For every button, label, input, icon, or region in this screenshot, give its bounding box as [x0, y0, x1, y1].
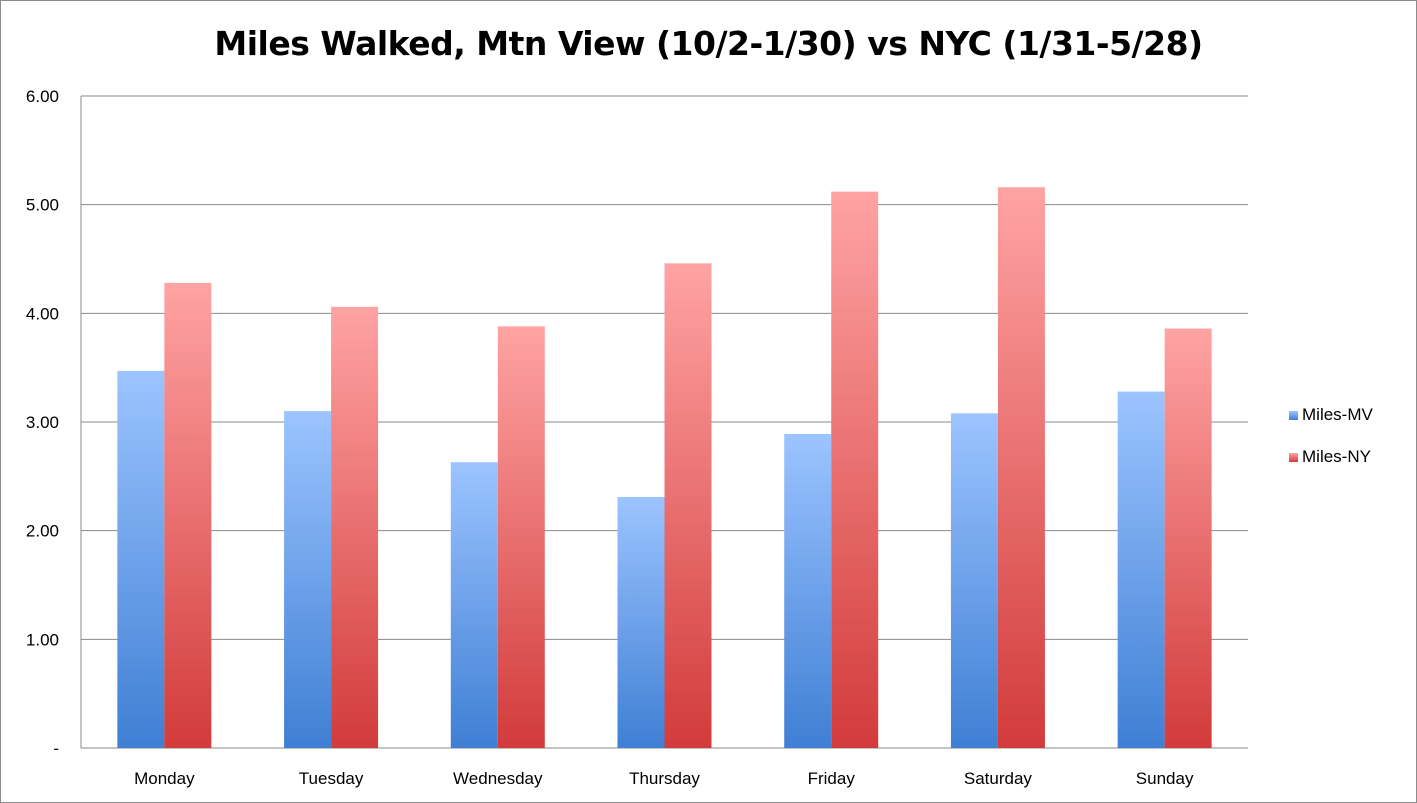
x-tick-label: Saturday — [964, 769, 1033, 788]
chart-title: Miles Walked, Mtn View (10/2-1/30) vs NY… — [214, 24, 1203, 63]
legend-label-miles-mv: Miles-MV — [1302, 405, 1373, 424]
x-tick-label: Wednesday — [453, 769, 543, 788]
bar-miles-mv-tuesday — [284, 411, 332, 748]
y-tick-label: - — [53, 739, 59, 758]
legend-item-miles-ny: Miles-NY — [1289, 446, 1409, 468]
x-tick-label: Monday — [134, 769, 195, 788]
bar-miles-ny-wednesday — [497, 326, 545, 748]
legend-label-miles-ny: Miles-NY — [1302, 447, 1371, 466]
y-tick-label: 5.00 — [26, 196, 59, 215]
chart-legend: Miles-MV Miles-NY — [1289, 404, 1409, 488]
bar-miles-ny-monday — [164, 282, 212, 748]
y-tick-label: 3.00 — [26, 413, 59, 432]
legend-item-miles-mv: Miles-MV — [1289, 404, 1409, 426]
bar-miles-mv-saturday — [950, 413, 998, 748]
x-tick-label: Friday — [808, 769, 856, 788]
legend-swatch-miles-mv — [1289, 410, 1298, 420]
bar-miles-ny-sunday — [1164, 328, 1212, 748]
bar-miles-ny-thursday — [664, 263, 712, 748]
bar-miles-ny-saturday — [997, 187, 1045, 748]
x-tick-label: Thursday — [629, 769, 700, 788]
bar-miles-mv-wednesday — [450, 462, 498, 748]
x-tick-label: Tuesday — [299, 769, 364, 788]
bar-miles-mv-monday — [117, 370, 165, 748]
bar-miles-mv-sunday — [1117, 391, 1165, 748]
y-tick-label: 4.00 — [26, 304, 59, 323]
legend-swatch-miles-ny — [1289, 452, 1298, 462]
y-tick-label: 6.00 — [26, 87, 59, 106]
bar-miles-mv-friday — [784, 433, 832, 748]
y-tick-label: 2.00 — [26, 522, 59, 541]
y-tick-label: 1.00 — [26, 630, 59, 649]
bar-miles-ny-tuesday — [331, 306, 379, 748]
bar-miles-mv-thursday — [617, 496, 665, 748]
bar-miles-ny-friday — [831, 191, 879, 749]
x-tick-label: Sunday — [1136, 769, 1194, 788]
